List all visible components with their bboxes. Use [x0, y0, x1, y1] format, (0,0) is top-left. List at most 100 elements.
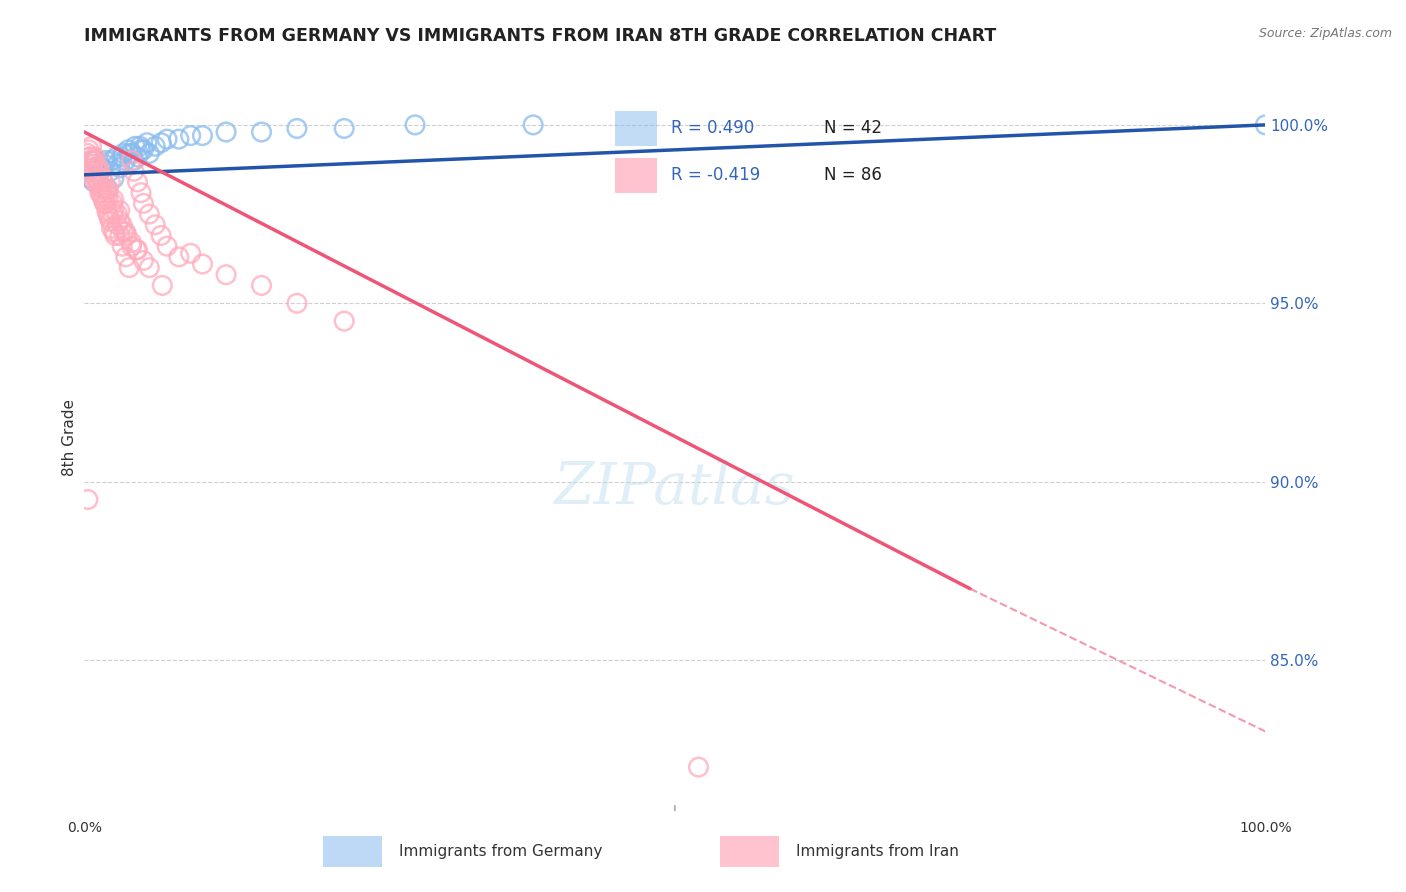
Point	[100, 153, 122, 168]
Point	[250, 125, 273, 139]
Point	[114, 153, 136, 168]
Point	[87, 164, 110, 178]
Point	[150, 228, 173, 243]
Y-axis label: 8th Grade: 8th Grade	[62, 399, 77, 475]
Point	[127, 243, 149, 257]
FancyBboxPatch shape	[614, 158, 657, 193]
FancyBboxPatch shape	[323, 837, 382, 867]
Point	[108, 228, 131, 243]
Point	[122, 164, 145, 178]
Point	[112, 146, 135, 161]
Point	[285, 296, 308, 310]
Point	[167, 132, 190, 146]
Point	[79, 164, 101, 178]
Point	[103, 193, 125, 207]
Point	[80, 139, 103, 153]
Point	[111, 239, 134, 253]
Point	[150, 136, 173, 150]
Point	[114, 250, 136, 264]
Point	[107, 218, 129, 232]
Text: Immigrants from Iran: Immigrants from Iran	[796, 845, 959, 859]
Point	[143, 139, 166, 153]
Point	[91, 189, 114, 203]
Point	[121, 239, 143, 253]
Point	[91, 161, 114, 175]
Point	[96, 203, 118, 218]
Point	[79, 153, 101, 168]
Point	[215, 268, 238, 282]
Text: IMMIGRANTS FROM GERMANY VS IMMIGRANTS FROM IRAN 8TH GRADE CORRELATION CHART: IMMIGRANTS FROM GERMANY VS IMMIGRANTS FR…	[84, 27, 997, 45]
Text: R = -0.419: R = -0.419	[671, 167, 761, 185]
Point	[404, 118, 426, 132]
Point	[107, 157, 129, 171]
Point	[89, 186, 111, 200]
Text: 0.0%: 0.0%	[67, 821, 101, 835]
Point	[138, 207, 160, 221]
Point	[143, 218, 166, 232]
Point	[129, 186, 152, 200]
Point	[84, 161, 107, 175]
Point	[156, 239, 179, 253]
Point	[128, 139, 150, 153]
Point	[87, 168, 110, 182]
Point	[105, 150, 128, 164]
Point	[82, 161, 104, 175]
Point	[112, 225, 135, 239]
Text: N = 86: N = 86	[824, 167, 882, 185]
Point	[79, 150, 101, 164]
Point	[101, 196, 124, 211]
Point	[84, 175, 107, 189]
Point	[129, 143, 152, 157]
Point	[97, 182, 120, 196]
Point	[80, 157, 103, 171]
Point	[107, 207, 129, 221]
Point	[111, 150, 134, 164]
Point	[125, 243, 148, 257]
Point	[108, 161, 131, 175]
Point	[77, 143, 100, 157]
Point	[93, 157, 115, 171]
Point	[98, 211, 121, 225]
Text: Source: ZipAtlas.com: Source: ZipAtlas.com	[1258, 27, 1392, 40]
Point	[138, 146, 160, 161]
Point	[118, 146, 141, 161]
Point	[180, 246, 202, 260]
Point	[122, 153, 145, 168]
Point	[108, 214, 131, 228]
Point	[98, 164, 121, 178]
Point	[91, 175, 114, 189]
Text: 100.0%: 100.0%	[1239, 821, 1292, 835]
Point	[79, 171, 101, 186]
Point	[121, 235, 143, 250]
Point	[91, 171, 114, 186]
Point	[104, 228, 127, 243]
Point	[84, 171, 107, 186]
Point	[124, 139, 146, 153]
Point	[93, 196, 115, 211]
Point	[114, 225, 136, 239]
Point	[121, 146, 143, 161]
Point	[87, 161, 110, 175]
Text: ZIPatlas: ZIPatlas	[554, 460, 796, 516]
Point	[84, 150, 107, 164]
Point	[215, 125, 238, 139]
Point	[97, 193, 120, 207]
Point	[1254, 118, 1277, 132]
Point	[121, 153, 143, 168]
Text: N = 42: N = 42	[824, 120, 882, 137]
Point	[688, 760, 710, 774]
Point	[98, 214, 121, 228]
Point	[91, 193, 114, 207]
Point	[89, 164, 111, 178]
Point	[118, 260, 141, 275]
Point	[167, 250, 190, 264]
Point	[94, 182, 117, 196]
Point	[127, 150, 149, 164]
Point	[82, 153, 104, 168]
Point	[132, 196, 155, 211]
Point	[97, 186, 120, 200]
Point	[83, 175, 105, 189]
Point	[84, 171, 107, 186]
Point	[250, 278, 273, 293]
Point	[103, 203, 125, 218]
